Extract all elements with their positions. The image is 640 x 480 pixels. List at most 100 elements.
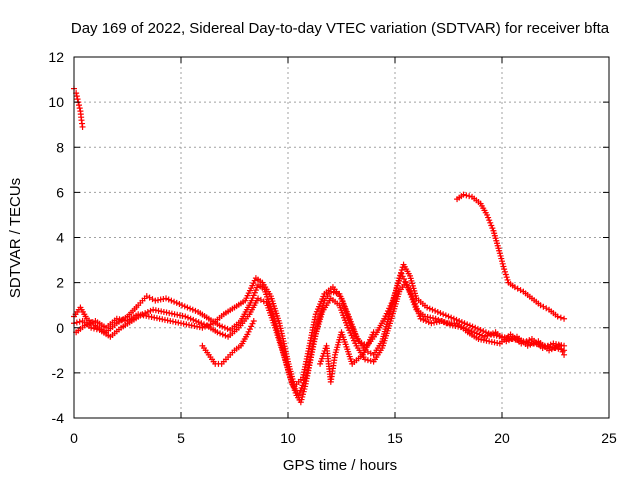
data-point [398,270,405,277]
y-tick-label: 0 [56,320,64,336]
data-point [499,260,506,267]
data-point [88,324,95,331]
data-point [190,316,197,323]
data-point [299,393,306,400]
data-point [561,342,568,349]
data-point [477,327,484,334]
data-point [497,252,504,259]
data-point [198,320,205,327]
x-axis-label: GPS time / hours [283,457,397,474]
data-point [189,306,196,313]
data-point [464,321,471,328]
chart-title: Day 169 of 2022, Sidereal Day-to-day VTE… [71,20,610,37]
data-point [469,323,476,330]
data-point [520,339,527,346]
data-point [184,314,191,321]
data-point [299,391,306,398]
data-point [539,345,546,352]
data-point [559,348,566,355]
series-low-dip [199,317,257,367]
data-point [244,331,251,338]
data-point [523,338,530,345]
data-point [432,307,439,314]
data-point [222,332,229,339]
y-tick-label: -4 [52,410,65,426]
data-point [484,332,491,339]
data-point [81,322,88,329]
series-early-high [71,85,86,130]
y-tick-label: 8 [56,139,64,155]
data-point [187,315,194,322]
data-point [485,214,492,221]
data-point [400,276,407,283]
series-mid-loop [317,329,377,385]
data-point [73,319,80,326]
y-tick-label: 6 [56,184,64,200]
data-point [442,312,449,319]
x-tick-label: 15 [387,430,403,446]
data-point [84,321,91,328]
series-late-high [454,191,568,322]
data-point [221,324,228,331]
data-point [202,323,209,330]
grid-lines [74,57,609,418]
data-point [429,306,436,313]
data-point [542,343,549,350]
data-point [448,314,455,321]
data-point [253,284,260,291]
x-tick-label: 25 [601,430,617,446]
data-point [147,307,154,314]
data-point [246,326,253,333]
data-point [184,304,191,311]
data-point [251,289,258,296]
data-point [501,268,508,275]
y-tick-label: 10 [48,94,64,110]
data-point [182,313,189,320]
data-point [207,321,214,328]
data-point [217,330,224,337]
data-point [224,325,231,332]
data-point [474,325,481,332]
data-point [482,329,489,336]
data-point [561,315,568,322]
data-point [548,346,555,353]
data-point [445,313,452,320]
data-point [173,299,180,306]
data-point [216,322,223,329]
data-point [487,331,494,338]
data-point [500,263,507,270]
data-point [546,347,553,354]
x-tick-label: 20 [494,430,510,446]
data-point [79,123,86,130]
data-point [501,266,508,273]
data-point [76,105,83,112]
data-point [370,329,377,336]
data-point [250,292,257,299]
data-point [526,337,533,344]
data-point [163,295,170,302]
data-point [518,340,525,347]
data-point [399,273,406,280]
data-point [74,96,81,103]
data-point [440,319,447,326]
data-point [93,326,100,333]
x-tick-label: 0 [70,430,78,446]
data-point [472,324,479,331]
data-point [466,322,473,329]
data-point [463,192,470,199]
data-point [545,342,552,349]
data-point [362,356,369,363]
data-point [432,315,439,322]
data-point [557,314,564,321]
data-point [481,333,488,340]
data-point [248,323,255,330]
data-point [90,325,97,332]
data-point [425,319,432,326]
data-point [87,320,94,327]
data-point [417,315,424,322]
data-point [504,276,511,283]
data-point [524,342,531,349]
data-point [214,329,221,336]
